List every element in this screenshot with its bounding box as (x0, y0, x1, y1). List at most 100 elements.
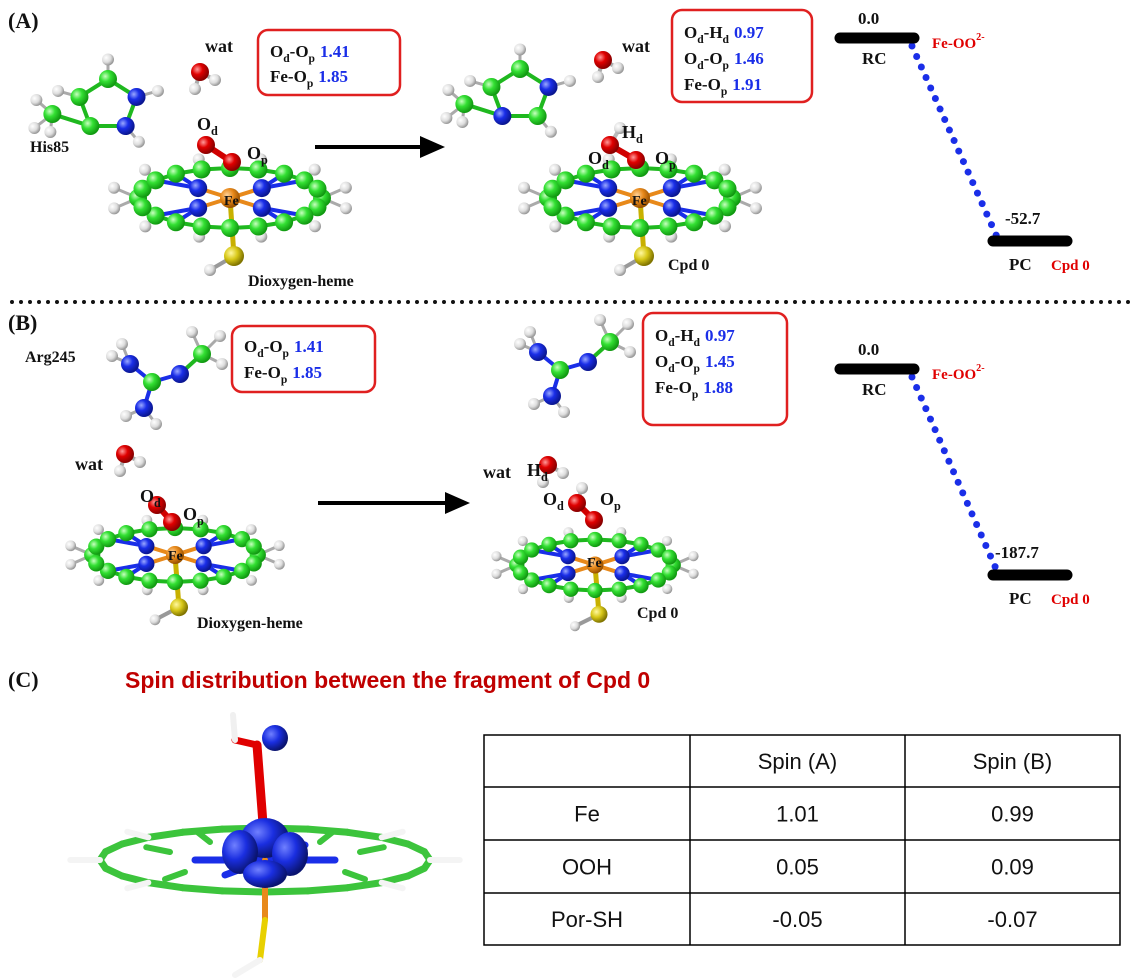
atom (214, 330, 226, 342)
water-label: wat (205, 36, 233, 56)
label-part: d (697, 33, 704, 46)
atom (70, 87, 89, 106)
bond-box (256, 28, 402, 97)
atom (99, 562, 117, 579)
label-part: d (602, 158, 609, 172)
bond-stick (179, 884, 226, 895)
atom (539, 77, 558, 96)
atom (309, 220, 322, 233)
bond-stick (342, 869, 368, 883)
atom (544, 125, 557, 138)
label-part: Fe-O (684, 75, 721, 94)
atom-label: Op (247, 143, 268, 167)
atom (28, 122, 41, 135)
atom (560, 548, 576, 565)
residue-label: Arg245 (25, 349, 76, 366)
species-label: Fe-OO2- (932, 32, 985, 52)
atom (549, 220, 562, 233)
atom (611, 581, 627, 597)
atom (614, 548, 630, 565)
atom (65, 540, 77, 552)
atom (120, 410, 132, 422)
atom (493, 107, 512, 126)
water-label: wat (622, 36, 650, 56)
atom (127, 87, 146, 106)
atom (576, 482, 588, 494)
label-part: Fe-O (270, 67, 307, 86)
molecule-name: Dioxygen-heme (197, 615, 303, 632)
atom (308, 163, 321, 176)
label-part: p (261, 153, 268, 167)
label-part: Fe-OO (932, 367, 976, 383)
atom (192, 217, 211, 236)
bond-value: 1.45 (705, 352, 735, 371)
atom-label: Od (140, 486, 161, 510)
state-label: RC (862, 380, 887, 399)
state-label: PC (1009, 255, 1032, 274)
label-part: d (541, 470, 548, 484)
atom (599, 198, 618, 217)
atom (192, 160, 211, 179)
label-part: Fe-OO (932, 36, 976, 52)
atom (518, 181, 531, 194)
atom (614, 565, 630, 582)
atom (661, 535, 673, 547)
bond-stick (317, 828, 337, 845)
atom (662, 179, 681, 198)
atom (220, 188, 240, 208)
atom (622, 318, 634, 330)
label-part: O (247, 143, 261, 163)
atom (594, 314, 606, 326)
label-part: O (270, 42, 283, 61)
atom (133, 198, 152, 217)
dotted-path (908, 42, 1001, 241)
label-part: p (723, 59, 729, 72)
atom (541, 536, 557, 553)
bond-stick (378, 828, 406, 841)
label-part: O (684, 23, 697, 42)
atom (612, 62, 624, 74)
label-part: -O (675, 352, 694, 371)
label-part: O (197, 114, 211, 134)
label-part: 2- (976, 363, 985, 374)
bond-value: 1.88 (703, 378, 733, 397)
atom (524, 326, 536, 338)
atom (273, 558, 285, 570)
atom (528, 107, 547, 126)
atom (650, 542, 666, 558)
bond-label: Fe-Op 1.85 (270, 67, 348, 90)
atom (138, 555, 155, 573)
atom (192, 572, 209, 589)
arrow (315, 136, 445, 158)
bond-stick (144, 828, 186, 841)
atom-label: Fe (587, 556, 602, 571)
residue-label: His85 (30, 139, 69, 156)
atom (252, 179, 271, 198)
atom (339, 202, 352, 215)
atom (631, 219, 649, 237)
atom (543, 198, 562, 217)
atom (88, 555, 105, 572)
bond-label: Fe-Op 1.91 (684, 75, 762, 98)
atom (685, 213, 704, 232)
atom (224, 246, 244, 266)
atom (537, 476, 549, 488)
bond-stick (232, 957, 263, 978)
atom (650, 572, 666, 588)
atom (166, 164, 185, 183)
atom (108, 181, 121, 194)
atom (627, 151, 645, 169)
label-part: p (309, 52, 315, 65)
label-part: H (622, 122, 636, 142)
atom (65, 558, 77, 570)
bond-stick (193, 828, 213, 845)
table-header: Spin (A) (758, 749, 837, 774)
atom (171, 365, 189, 383)
atom (512, 549, 529, 565)
atom (512, 565, 529, 581)
bond-label: Od-Op 1.41 (270, 42, 350, 65)
bond-stick (144, 879, 186, 892)
atom (517, 535, 528, 547)
species-label: Cpd 0 (1051, 258, 1090, 274)
atom (189, 83, 201, 95)
